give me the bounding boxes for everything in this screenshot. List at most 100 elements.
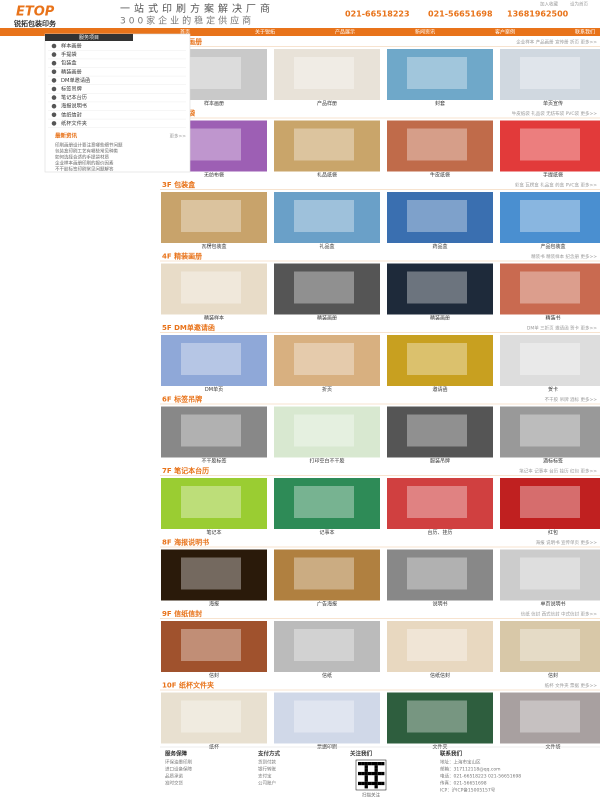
product-image[interactable] bbox=[387, 192, 493, 244]
product-caption[interactable]: 封套 bbox=[435, 100, 445, 107]
product-image[interactable] bbox=[387, 49, 493, 101]
product-image[interactable] bbox=[500, 192, 600, 244]
product-caption[interactable]: 信封 bbox=[548, 672, 558, 679]
floor-keywords[interactable]: 海报 说明书 宣传单页 更多>> bbox=[536, 539, 598, 546]
product-caption[interactable]: 精装书 bbox=[545, 315, 560, 322]
sidebar-item[interactable]: 精装画册 bbox=[61, 67, 82, 75]
product-caption[interactable]: 礼品盒 bbox=[319, 243, 334, 250]
sidebar-item[interactable]: 笔记本台历 bbox=[61, 93, 87, 101]
product-image[interactable] bbox=[387, 478, 493, 530]
floor-keywords[interactable]: 企业样本 产品画册 宣传册 折页 更多>> bbox=[516, 39, 597, 46]
product-caption[interactable]: 折页 bbox=[322, 386, 332, 393]
sidebar-item[interactable]: 信纸信封 bbox=[61, 110, 82, 118]
product-caption[interactable]: 广告海报 bbox=[317, 601, 337, 608]
product-image[interactable] bbox=[387, 263, 493, 316]
product-image[interactable] bbox=[274, 621, 380, 673]
floor-keywords[interactable]: 不干胶 吊牌 酒标 更多>> bbox=[545, 396, 598, 403]
product-image[interactable] bbox=[161, 692, 267, 745]
product-image[interactable] bbox=[274, 478, 380, 530]
news-more[interactable]: 更多>> bbox=[169, 133, 186, 140]
sidebar-item[interactable]: 纸杯文件夹 bbox=[61, 119, 87, 127]
news-item[interactable]: 不干胶标签印刷常见问题解答 bbox=[55, 166, 114, 173]
floor-keywords[interactable]: 纸杯 文件夹 票据 更多>> bbox=[545, 682, 598, 689]
news-item[interactable]: 如何选择合适的手提袋材质 bbox=[55, 154, 109, 161]
product-caption[interactable]: 笔记本 bbox=[206, 529, 221, 536]
product-image[interactable] bbox=[161, 335, 267, 387]
product-caption[interactable]: 单页宣传 bbox=[543, 100, 563, 107]
product-image[interactable] bbox=[500, 621, 600, 673]
product-image[interactable] bbox=[387, 549, 493, 602]
floor-keywords[interactable]: 笔记本 记事本 台历 挂历 红包 更多>> bbox=[519, 468, 597, 475]
product-image[interactable] bbox=[274, 49, 380, 101]
product-image[interactable] bbox=[387, 621, 493, 673]
product-caption[interactable]: 酒标标签 bbox=[543, 458, 563, 465]
nav-item[interactable]: 关于锐拓 bbox=[255, 29, 275, 36]
product-image[interactable] bbox=[161, 549, 267, 602]
product-caption[interactable]: 样本画册 bbox=[204, 100, 224, 107]
product-caption[interactable]: 产品样册 bbox=[317, 100, 337, 107]
product-caption[interactable]: 红包 bbox=[548, 529, 558, 536]
product-caption[interactable]: 精装画册 bbox=[317, 315, 337, 322]
top-link[interactable]: 设为首页 bbox=[570, 1, 588, 8]
nav-item[interactable]: 首页 bbox=[180, 29, 190, 36]
product-image[interactable] bbox=[161, 406, 267, 459]
product-caption[interactable]: 产品包装盒 bbox=[540, 243, 565, 250]
top-link[interactable]: 加入收藏 bbox=[540, 1, 558, 8]
product-caption[interactable]: 记事本 bbox=[319, 529, 334, 536]
product-caption[interactable]: 说明书 bbox=[432, 601, 447, 608]
sidebar-item[interactable]: 海报说明书 bbox=[61, 102, 87, 110]
product-caption[interactable]: 信纸 bbox=[322, 672, 332, 679]
floor-keywords[interactable]: DM单 三折页 邀请函 贺卡 更多>> bbox=[527, 325, 597, 332]
product-image[interactable] bbox=[500, 549, 600, 602]
product-caption[interactable]: 牛皮纸袋 bbox=[430, 172, 450, 179]
product-image[interactable] bbox=[274, 263, 380, 316]
product-image[interactable] bbox=[500, 120, 600, 173]
product-caption[interactable]: 贺卡 bbox=[548, 386, 558, 393]
product-image[interactable] bbox=[161, 263, 267, 316]
sidebar-item[interactable]: 包装盒 bbox=[61, 59, 77, 67]
product-caption[interactable]: 不干胶标签 bbox=[201, 458, 226, 465]
sidebar-item[interactable]: 手提袋 bbox=[61, 50, 77, 58]
product-image[interactable] bbox=[387, 120, 493, 173]
product-image[interactable] bbox=[274, 120, 380, 173]
product-caption[interactable]: 海报 bbox=[209, 601, 219, 608]
product-caption[interactable]: 单页说明书 bbox=[540, 601, 565, 608]
news-item[interactable]: 企业样本画册印刷的报价因素 bbox=[55, 160, 114, 167]
product-image[interactable] bbox=[274, 335, 380, 387]
product-caption[interactable]: 精装画册 bbox=[430, 315, 450, 322]
product-caption[interactable]: 台历、挂历 bbox=[427, 529, 452, 536]
product-caption[interactable]: 邀请函 bbox=[432, 386, 447, 393]
product-caption[interactable]: 瓦楞包装盒 bbox=[201, 243, 226, 250]
sidebar-item[interactable]: 样本画册 bbox=[61, 42, 82, 50]
product-image[interactable] bbox=[274, 692, 380, 745]
nav-item[interactable]: 新闻资讯 bbox=[415, 29, 435, 36]
product-image[interactable] bbox=[500, 335, 600, 387]
product-caption[interactable]: 药品盒 bbox=[432, 243, 447, 250]
nav-item[interactable]: 客户案例 bbox=[495, 29, 515, 36]
product-caption[interactable]: 打印空白不干胶 bbox=[309, 458, 344, 465]
product-caption[interactable]: 信纸信封 bbox=[430, 672, 450, 679]
floor-keywords[interactable]: 精装书 精装样本 纪念册 更多>> bbox=[531, 253, 597, 260]
product-image[interactable] bbox=[500, 478, 600, 530]
sidebar-item[interactable]: 标签吊牌 bbox=[61, 85, 82, 93]
product-image[interactable] bbox=[274, 549, 380, 602]
floor-keywords[interactable]: 牛皮纸袋 礼品袋 无纺布袋 PVC袋 更多>> bbox=[512, 110, 597, 117]
product-caption[interactable]: 信封 bbox=[209, 672, 219, 679]
product-image[interactable] bbox=[161, 621, 267, 673]
product-caption[interactable]: 无纺布袋 bbox=[204, 172, 224, 179]
floor-keywords[interactable]: 彩盒 瓦楞盒 礼品盒 药盒 PVC盒 更多>> bbox=[515, 182, 597, 189]
product-image[interactable] bbox=[500, 692, 600, 745]
product-caption[interactable]: 服装吊牌 bbox=[430, 458, 450, 465]
product-image[interactable] bbox=[387, 335, 493, 387]
product-image[interactable] bbox=[161, 192, 267, 244]
product-caption[interactable]: 手提纸袋 bbox=[543, 172, 563, 179]
product-image[interactable] bbox=[161, 478, 267, 530]
product-image[interactable] bbox=[274, 192, 380, 244]
news-item[interactable]: 包装盒印刷工艺有哪些常见种类 bbox=[55, 148, 118, 155]
product-image[interactable] bbox=[387, 692, 493, 745]
product-image[interactable] bbox=[500, 49, 600, 101]
product-image[interactable] bbox=[500, 406, 600, 459]
product-image[interactable] bbox=[274, 406, 380, 459]
product-image[interactable] bbox=[387, 406, 493, 459]
product-caption[interactable]: 礼品纸袋 bbox=[317, 172, 337, 179]
